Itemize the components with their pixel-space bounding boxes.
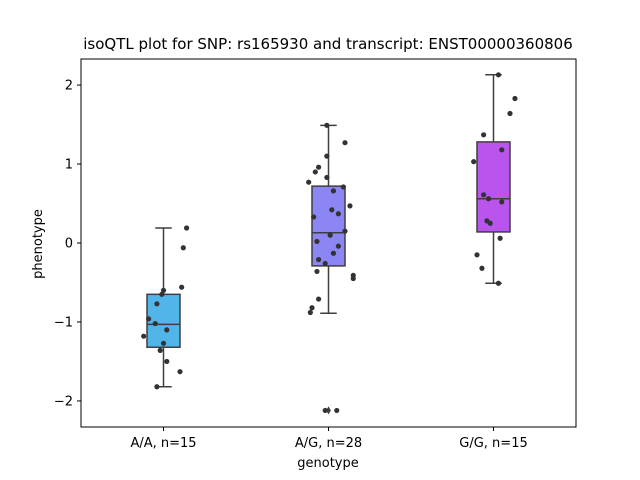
data-point: [309, 305, 315, 311]
data-point: [146, 316, 152, 322]
x-tick-label: A/A, n=15: [130, 436, 196, 451]
x-tick-label: G/G, n=15: [459, 436, 527, 451]
data-point: [495, 280, 502, 286]
data-point: [484, 218, 490, 224]
iqr-box: [311, 185, 346, 267]
data-point: [154, 384, 160, 390]
data-point: [347, 203, 353, 209]
data-point: [479, 265, 485, 271]
data-point: [152, 320, 158, 327]
box-group-3: [476, 74, 511, 285]
data-point: [306, 179, 312, 185]
points-group-3: [471, 72, 518, 286]
data-point: [334, 407, 340, 414]
data-point: [322, 260, 328, 267]
data-point: [330, 250, 337, 256]
iqr-box: [146, 293, 181, 348]
y-tick-label: −1: [54, 315, 73, 330]
data-point: [314, 238, 320, 245]
data-point: [471, 159, 477, 165]
data-point: [157, 347, 163, 353]
data-point: [307, 309, 313, 316]
y-tick-label: 1: [65, 158, 73, 173]
data-point: [164, 327, 170, 333]
data-point: [179, 284, 185, 290]
data-point: [324, 153, 330, 159]
plot-area: −2 −1 0 1 2 A/A, n=15 A/G, n=28 G/G, n=15: [54, 58, 577, 451]
data-point: [335, 211, 341, 217]
data-point: [160, 340, 167, 346]
data-point: [340, 184, 346, 190]
x-axis-label: genotype: [297, 456, 358, 471]
data-point: [177, 369, 183, 375]
data-point: [350, 272, 356, 278]
y-tick-label: −2: [54, 394, 73, 409]
data-point: [164, 358, 170, 365]
data-point: [154, 301, 160, 307]
data-point: [507, 110, 513, 117]
data-point: [316, 256, 322, 263]
x-tick-label: A/G, n=28: [295, 436, 362, 451]
data-point: [311, 214, 317, 220]
data-point: [316, 296, 322, 302]
box-group-2: [311, 124, 346, 415]
data-point: [499, 147, 505, 153]
points-group-2: [306, 122, 356, 414]
y-tick-label: 0: [65, 237, 73, 252]
box-group-1: [146, 227, 181, 388]
data-point: [342, 228, 348, 234]
outlier-marker: [326, 406, 331, 415]
data-point: [159, 291, 165, 297]
data-point: [481, 192, 487, 198]
data-point: [512, 95, 518, 102]
data-point: [160, 287, 167, 293]
data-point: [497, 235, 503, 241]
data-point: [335, 243, 341, 249]
data-point: [184, 225, 190, 231]
data-point: [322, 407, 328, 414]
data-point: [324, 122, 330, 128]
data-point: [481, 132, 487, 138]
iqr-box: [476, 141, 511, 233]
data-point: [330, 188, 337, 194]
data-point: [329, 207, 335, 213]
data-point: [495, 72, 502, 78]
data-point: [324, 174, 330, 181]
data-point: [499, 199, 505, 205]
data-point: [327, 232, 333, 238]
data-point: [314, 268, 320, 275]
data-point: [180, 245, 186, 251]
data-point: [141, 333, 147, 339]
data-point: [312, 169, 318, 175]
points-group-1: [141, 225, 190, 390]
data-point: [485, 196, 492, 202]
data-point: [474, 252, 480, 258]
y-axis-label: phenotype: [31, 209, 46, 279]
data-point: [316, 164, 322, 170]
chart-title: isoQTL plot for SNP: rs165930 and transc…: [83, 35, 573, 53]
y-tick-label: 2: [65, 79, 73, 94]
data-point: [342, 140, 348, 146]
